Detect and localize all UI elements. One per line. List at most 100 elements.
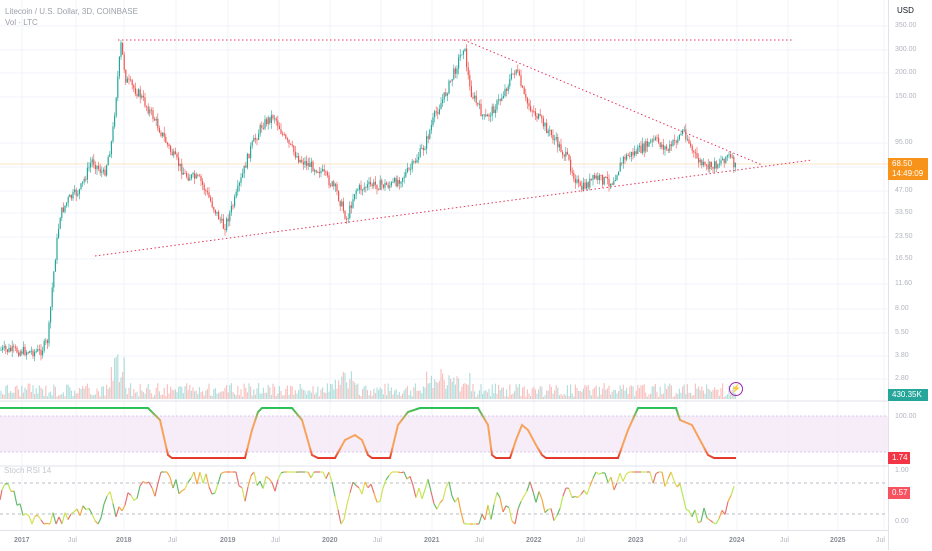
volume-bar (76, 394, 77, 399)
time-label: Jul (271, 537, 280, 544)
stoch-segment (539, 491, 542, 499)
stoch-segment (506, 506, 509, 508)
candle (444, 92, 445, 103)
volume-bar (477, 394, 478, 399)
stoch-segment (152, 488, 155, 496)
stoch-segment (446, 482, 449, 487)
chart-canvas[interactable] (0, 0, 888, 530)
stoch-segment (119, 507, 122, 511)
ascending-trendline[interactable] (95, 160, 812, 256)
candle (210, 195, 211, 202)
volume-bar (418, 391, 419, 399)
stoch-segment (725, 502, 728, 515)
volume-bar (615, 390, 616, 399)
volume-bar (479, 390, 480, 399)
volume-bar (636, 391, 637, 399)
volume-bar (234, 394, 235, 399)
stoch-segment (167, 472, 170, 477)
volume-bar (159, 391, 160, 399)
stoch-segment (593, 472, 596, 478)
stoch-segment (545, 510, 548, 513)
candle (128, 74, 129, 84)
stoch-segment (209, 487, 212, 494)
stoch-segment (458, 497, 461, 512)
volume-bar (276, 396, 277, 399)
stoch-segment (155, 483, 158, 496)
volume-bar (154, 395, 155, 399)
volume-bar (597, 397, 598, 399)
candle (255, 134, 256, 144)
volume-bar (575, 385, 576, 399)
stoch-segment (41, 520, 44, 524)
volume-bar (580, 391, 581, 399)
volume-bar (708, 389, 709, 399)
volume-bar (77, 393, 78, 399)
candle (524, 86, 525, 95)
candle (274, 115, 275, 123)
lightning-icon[interactable]: ⚡ (729, 382, 743, 396)
candle (471, 80, 472, 97)
descending-trendline[interactable] (464, 40, 762, 165)
candle (268, 115, 269, 129)
candle (202, 178, 203, 190)
stoch-segment (728, 496, 731, 502)
symbol-title[interactable]: Litecoin / U.S. Dollar, 3D, COINBASE (5, 6, 138, 17)
candle (620, 157, 621, 171)
stoch-segment (203, 474, 206, 483)
stoch-segment (98, 518, 101, 524)
stoch-segment (368, 484, 371, 488)
volume-bar (548, 391, 549, 399)
candle (32, 349, 33, 359)
volume-bar (588, 385, 589, 399)
stoch-segment (557, 509, 560, 516)
volume-bar (253, 389, 254, 399)
indicator-1-tag: 1.74 (888, 452, 910, 464)
stoch-segment (107, 492, 110, 497)
volume-bar (312, 386, 313, 399)
stoch-segment (113, 504, 116, 517)
candle (394, 177, 395, 184)
stoch-segment (332, 482, 335, 496)
volume-bar (439, 381, 440, 399)
volume-bar (514, 391, 515, 399)
currency-label[interactable]: USD (897, 6, 914, 15)
candle (264, 115, 265, 130)
volume-bar (626, 388, 627, 399)
price-tick: 16.50 (895, 255, 913, 262)
candle (551, 129, 552, 137)
volume-bar (205, 391, 206, 399)
candle (221, 214, 222, 223)
candle (570, 156, 571, 175)
stoch-segment (398, 472, 401, 473)
candle (340, 200, 341, 211)
volume-bar (245, 388, 246, 399)
stoch-segment (362, 482, 365, 494)
candle (10, 345, 11, 352)
volume-bar (546, 391, 547, 399)
candle (162, 132, 163, 138)
volume-bar (332, 384, 333, 399)
oscillator-title[interactable]: Stoch RSI 14 (4, 466, 51, 475)
volume-legend[interactable]: Vol · LTC (5, 17, 138, 28)
candle (540, 109, 541, 117)
candle (485, 109, 486, 117)
candle (4, 341, 5, 351)
volume-bar (426, 372, 427, 399)
volume-bar (213, 389, 214, 399)
candle (666, 144, 667, 151)
volume-bar (31, 392, 32, 399)
candle (149, 106, 150, 116)
volume-bar (301, 388, 302, 399)
volume-bar (180, 386, 181, 399)
volume-bar (319, 396, 320, 399)
volume-bar (453, 378, 454, 399)
candle (458, 54, 459, 75)
candle (295, 146, 296, 160)
time-axis[interactable] (0, 530, 888, 551)
candle (693, 150, 694, 158)
candle (151, 107, 152, 115)
stoch-segment (356, 486, 359, 488)
candle (39, 345, 40, 355)
volume-bar (528, 394, 529, 399)
candle (608, 174, 609, 191)
